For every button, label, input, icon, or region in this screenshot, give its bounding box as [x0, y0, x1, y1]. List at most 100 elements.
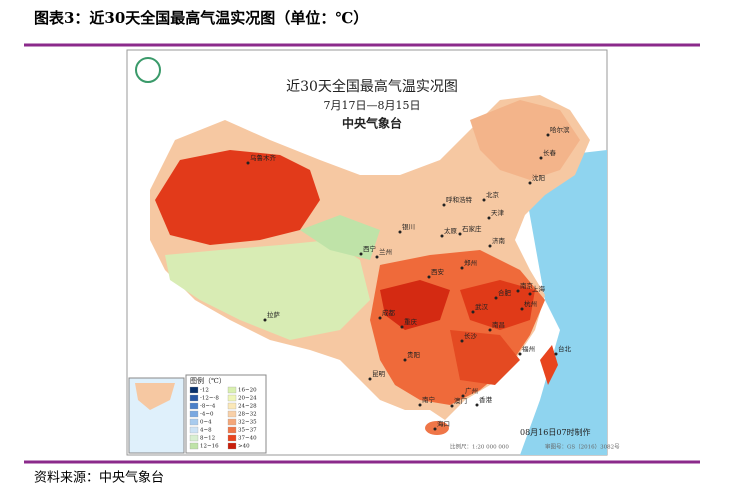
legend-label: 20~24	[238, 396, 257, 402]
city-label: 拉萨	[267, 310, 281, 319]
city-label: 广州	[465, 386, 478, 395]
city-label: 哈尔滨	[550, 125, 570, 134]
legend-label: 4~8	[200, 428, 212, 434]
city-label: 天津	[491, 209, 505, 217]
hainan	[425, 421, 449, 435]
city-dot	[440, 234, 444, 238]
sea	[520, 150, 607, 455]
region	[460, 280, 535, 330]
legend-swatch	[227, 418, 237, 426]
city-label: 太原	[444, 226, 458, 235]
legend-label: -12	[200, 388, 209, 394]
city-dot	[450, 404, 454, 408]
city-dot	[368, 377, 372, 381]
legend-label: 24~28	[238, 404, 257, 410]
city-dot	[263, 318, 267, 322]
city-label: 兰州	[379, 247, 392, 256]
map-approval: 审图号：GS（2016）3082号	[545, 443, 620, 451]
city-label: 福州	[522, 344, 535, 353]
city-label: 石家庄	[462, 224, 482, 233]
city-dot	[442, 203, 446, 207]
city-label: 呼和浩特	[446, 195, 473, 204]
region	[470, 100, 580, 180]
city-label: 乌鲁木齐	[250, 153, 277, 162]
legend-swatch	[227, 410, 237, 418]
city-dot	[488, 244, 492, 248]
legend-box	[185, 374, 267, 454]
map-date: 7月17日—8月15日	[324, 99, 421, 112]
region	[165, 240, 370, 340]
map-title: 近30天全国最高气温实况图	[286, 78, 458, 95]
city-label: 海口	[437, 419, 450, 428]
city-dot	[398, 230, 402, 234]
city-dot	[378, 316, 382, 320]
legend-label: 32~35	[238, 420, 257, 426]
city-label: 合肥	[498, 288, 512, 297]
city-dot	[400, 325, 404, 329]
city-label: 西宁	[363, 244, 377, 253]
city-dot	[528, 292, 532, 296]
city-dot	[433, 427, 437, 431]
legend-label: 35~37	[238, 428, 257, 434]
map-made: 08月16日07时制作	[520, 427, 591, 437]
city-label: 西安	[431, 267, 445, 276]
inset-land	[135, 383, 175, 410]
city-dot	[487, 216, 491, 220]
city-label: 台北	[558, 344, 572, 353]
legend-swatch	[189, 442, 199, 450]
city-dot	[461, 394, 465, 398]
legend-swatch	[189, 394, 199, 402]
city-label: 郑州	[464, 259, 477, 267]
city-label: 昆明	[372, 370, 386, 378]
taiwan	[540, 345, 558, 385]
legend-label: 8~12	[200, 436, 215, 442]
city-dot	[359, 252, 363, 256]
map-scale: 比例尺：1:20 000 000	[450, 443, 509, 451]
legend-swatch	[189, 434, 199, 442]
region	[380, 280, 450, 330]
city-dot	[375, 255, 379, 259]
region	[155, 150, 320, 245]
region	[300, 215, 380, 260]
city-label: 北京	[486, 190, 500, 199]
city-label: 长春	[543, 148, 557, 157]
region	[450, 330, 520, 385]
legend-label: -8~-4	[200, 404, 216, 410]
city-label: 济南	[492, 236, 506, 245]
legend-swatch	[227, 434, 237, 442]
city-dot	[471, 310, 475, 314]
city-label: 成都	[382, 308, 396, 317]
city-dot	[482, 198, 486, 202]
logo	[135, 57, 161, 83]
legend-label: -12~-8	[200, 396, 219, 402]
legend-swatch	[227, 442, 237, 450]
city-dot	[528, 181, 532, 185]
legend-label: 37~40	[238, 436, 257, 442]
city-label: 南宁	[422, 395, 436, 404]
legend-label: 16~20	[238, 388, 257, 394]
city-dot	[516, 289, 520, 293]
city-label: 南昌	[492, 320, 505, 329]
legend-swatch	[227, 394, 237, 402]
legend-swatch	[227, 402, 237, 410]
city-label: 贵阳	[407, 350, 420, 359]
legend-swatch	[189, 410, 199, 418]
map-issuer: 中央气象台	[342, 116, 402, 131]
city-dot	[539, 156, 543, 160]
city-label: 上海	[532, 284, 546, 293]
legend-label: -4~0	[200, 412, 214, 418]
city-dot	[546, 133, 550, 137]
city-dot	[427, 275, 431, 279]
city-dot	[246, 161, 250, 165]
city-label: 重庆	[404, 317, 418, 326]
figure-title: 图表3：近30天全国最高气温实况图（单位：℃）	[34, 9, 368, 27]
city-label: 南京	[520, 281, 534, 290]
city-label: 长沙	[464, 331, 478, 340]
legend-label: 0~4	[200, 420, 212, 426]
city-dot	[458, 232, 462, 236]
city-label: 澳门	[454, 396, 467, 405]
city-dot	[518, 352, 522, 356]
legend-swatch	[189, 418, 199, 426]
city-label: 银川	[402, 222, 415, 231]
